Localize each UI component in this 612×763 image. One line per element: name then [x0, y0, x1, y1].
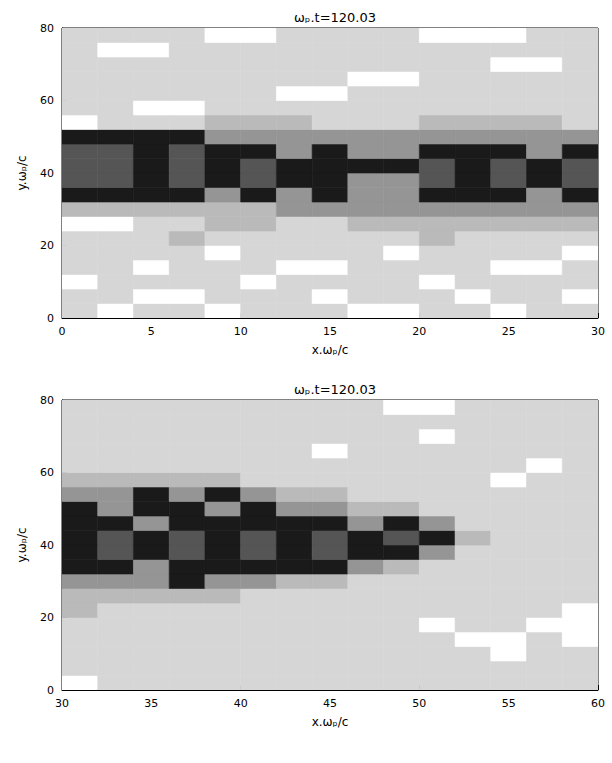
- svg-text:5: 5: [148, 325, 155, 338]
- svg-text:0: 0: [47, 684, 54, 697]
- svg-text:25: 25: [502, 325, 516, 338]
- svg-text:60: 60: [591, 697, 605, 710]
- svg-text:60: 60: [40, 94, 54, 107]
- svg-text:ωₚ.t=120.03: ωₚ.t=120.03: [294, 382, 376, 397]
- svg-text:20: 20: [40, 239, 54, 252]
- svg-text:30: 30: [591, 325, 605, 338]
- svg-text:30: 30: [55, 697, 69, 710]
- svg-text:40: 40: [234, 697, 248, 710]
- svg-text:y.ωₚ/c: y.ωₚ/c: [15, 155, 29, 190]
- svg-text:40: 40: [40, 539, 54, 552]
- svg-text:50: 50: [412, 697, 426, 710]
- svg-text:15: 15: [323, 325, 337, 338]
- svg-text:20: 20: [40, 611, 54, 624]
- svg-text:x.ωₚ/c: x.ωₚ/c: [312, 343, 349, 357]
- svg-text:10: 10: [234, 325, 248, 338]
- svg-text:80: 80: [40, 394, 54, 407]
- svg-text:x.ωₚ/c: x.ωₚ/c: [312, 715, 349, 729]
- svg-text:45: 45: [323, 697, 337, 710]
- svg-text:ωₚ.t=120.03: ωₚ.t=120.03: [294, 10, 376, 25]
- svg-text:20: 20: [412, 325, 426, 338]
- svg-text:80: 80: [40, 22, 54, 35]
- svg-text:0: 0: [47, 312, 54, 325]
- svg-text:55: 55: [502, 697, 516, 710]
- svg-text:60: 60: [40, 466, 54, 479]
- svg-text:40: 40: [40, 167, 54, 180]
- svg-text:35: 35: [144, 697, 158, 710]
- svg-text:0: 0: [59, 325, 66, 338]
- svg-text:y.ωₚ/c: y.ωₚ/c: [15, 527, 29, 562]
